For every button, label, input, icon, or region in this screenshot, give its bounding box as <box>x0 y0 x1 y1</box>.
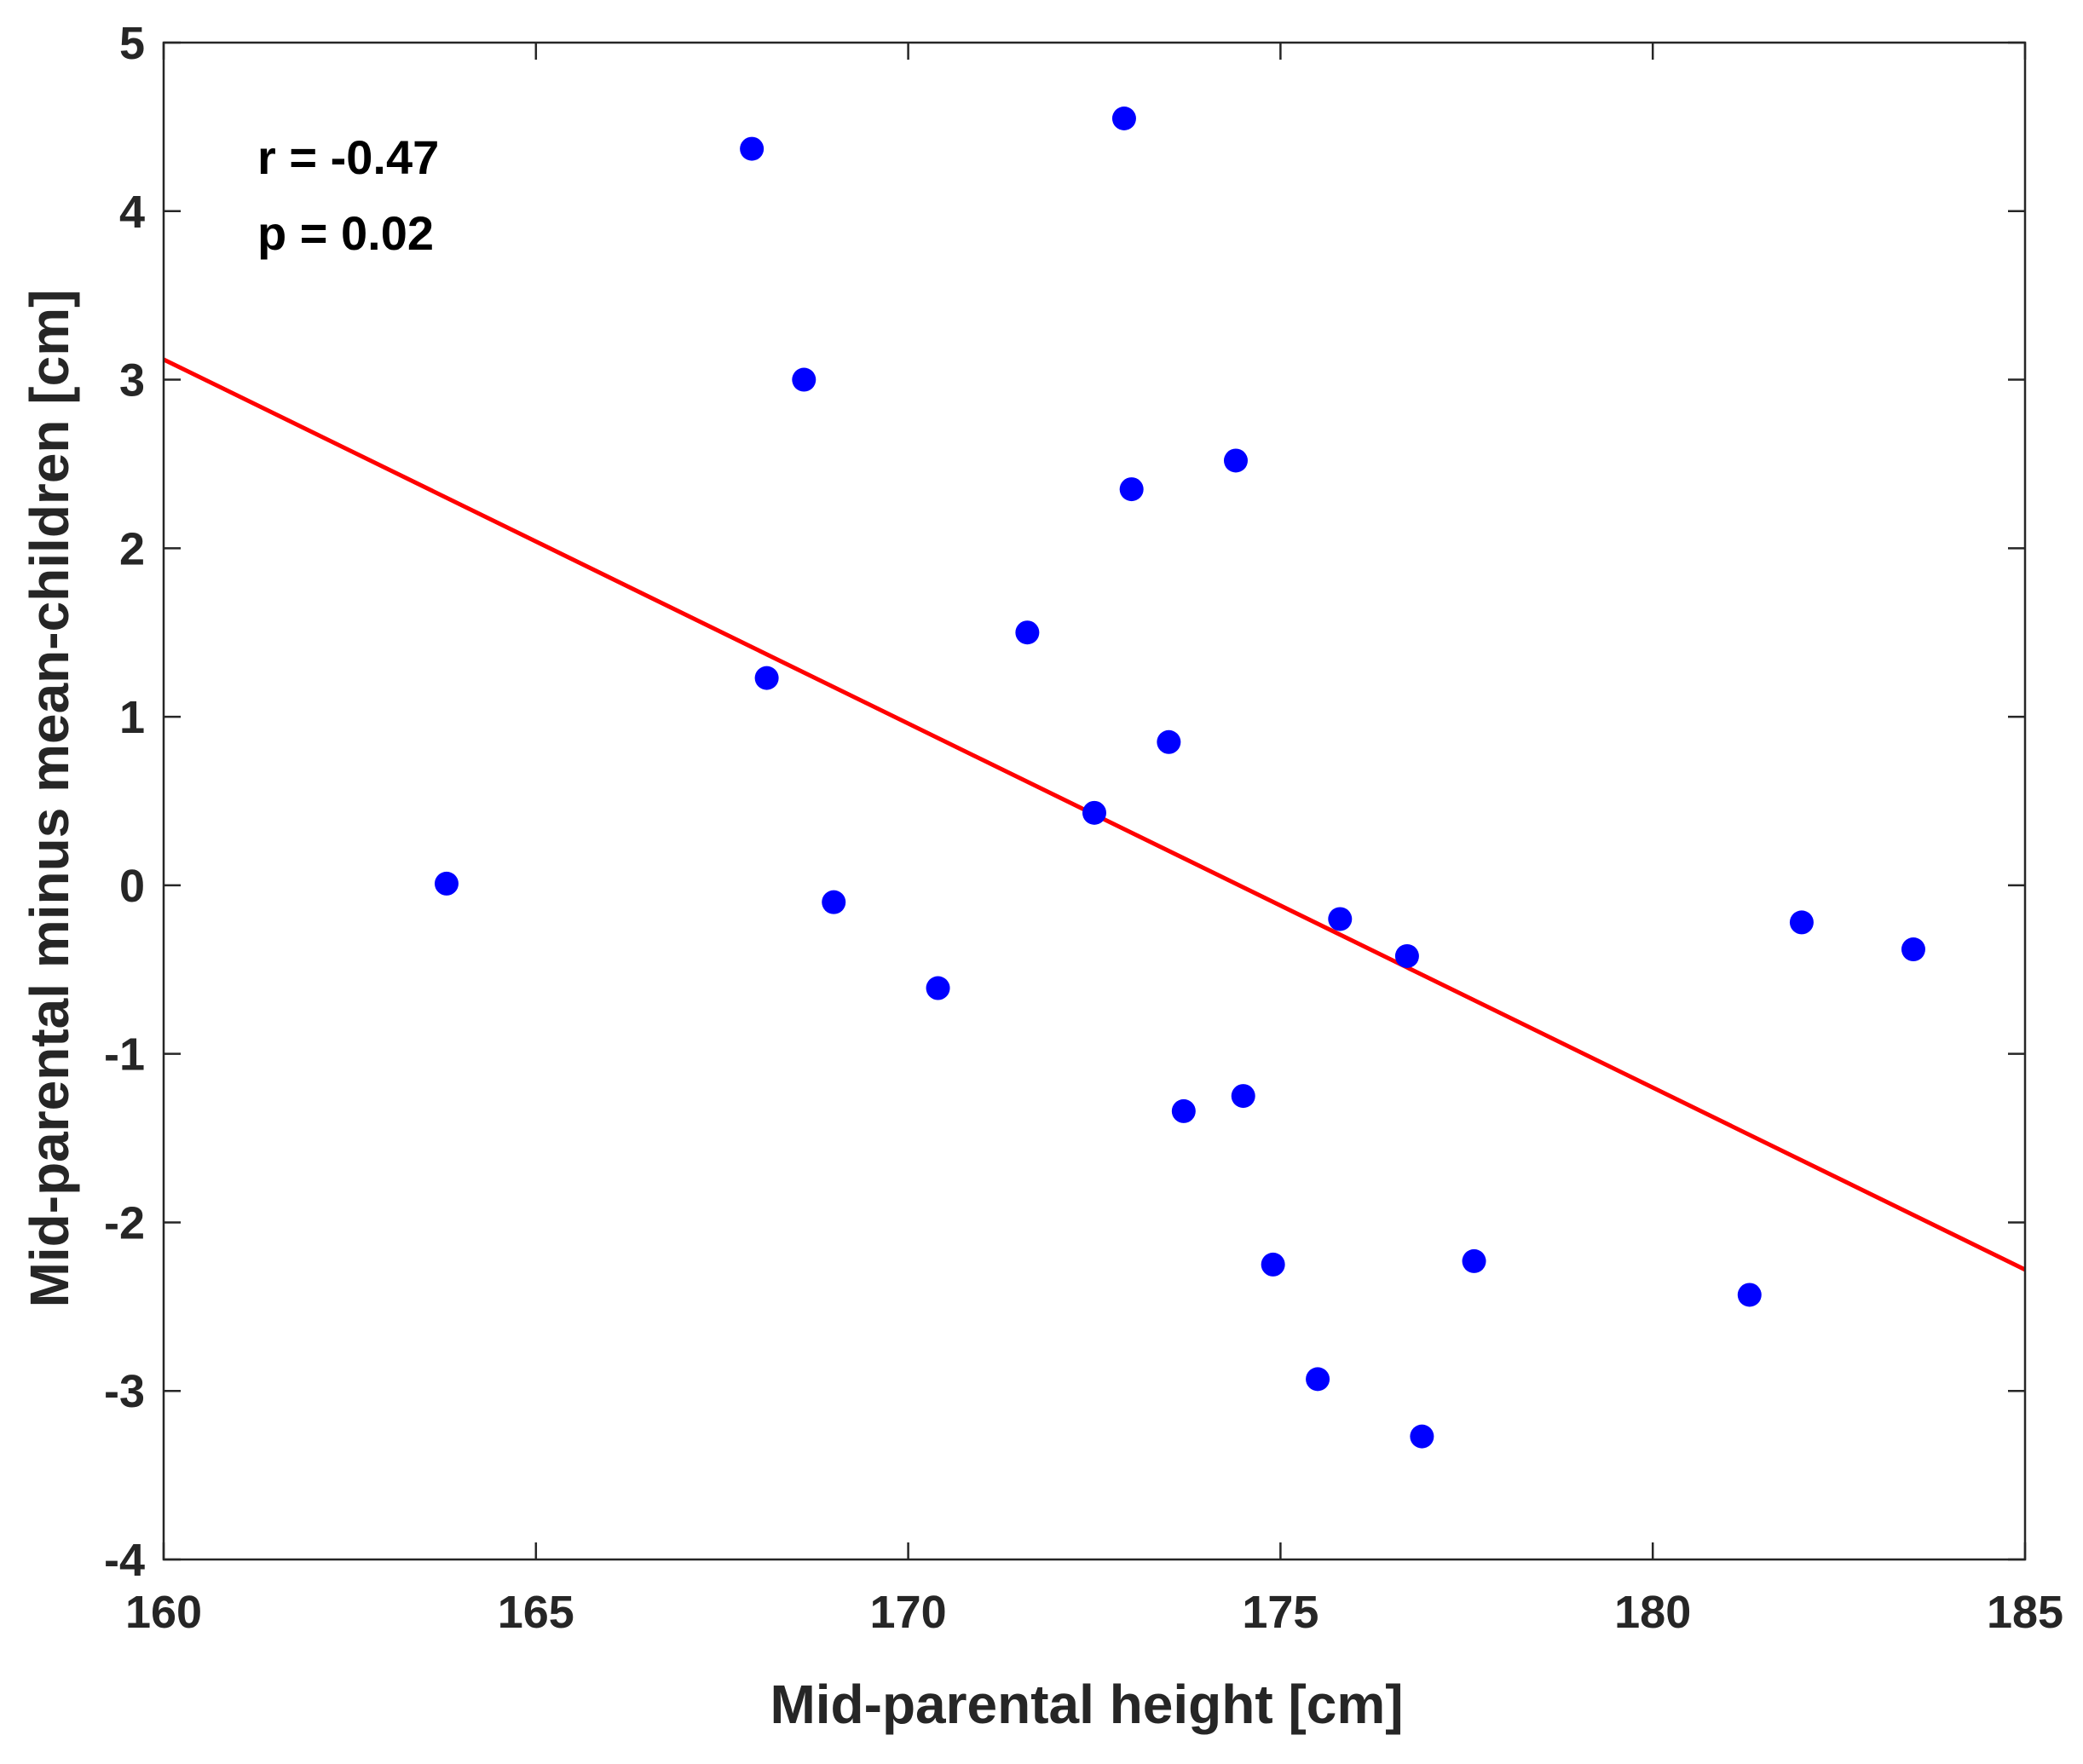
data-point <box>1171 1098 1196 1123</box>
data-point <box>1737 1283 1762 1307</box>
y-tick-label: 3 <box>119 355 145 406</box>
data-point <box>1394 943 1419 968</box>
data-point <box>1119 477 1144 502</box>
data-point <box>754 666 779 690</box>
data-point <box>1223 448 1248 473</box>
p-value-annotation: p = 0.02 <box>257 206 434 260</box>
points-layer <box>434 107 1925 1449</box>
data-point <box>1410 1424 1434 1449</box>
data-point <box>1157 729 1181 754</box>
ticks-layer: 160 165 170 175 180 185 -4 -3 -2 -1 0 1 2 3 4 5 <box>104 18 2063 1638</box>
data-point <box>1462 1248 1486 1273</box>
y-tick-label: 5 <box>119 18 145 69</box>
y-tick-label: -2 <box>104 1197 145 1248</box>
plot-area-frame <box>162 41 2027 1561</box>
data-point <box>822 890 846 914</box>
data-point <box>434 871 459 896</box>
x-tick-label: 175 <box>1242 1587 1318 1638</box>
y-tick-label: -4 <box>104 1535 145 1586</box>
data-point <box>1015 620 1040 645</box>
data-point <box>926 976 950 1000</box>
y-tick-label: 0 <box>119 861 145 912</box>
y-tick-label: 4 <box>119 187 145 238</box>
data-point <box>1328 907 1353 931</box>
y-axis-label: Mid-parental minus mean-children [cm] <box>19 290 80 1308</box>
data-point <box>1789 910 1814 935</box>
data-point <box>740 136 765 161</box>
data-point <box>1082 800 1106 825</box>
y-tick-label: 1 <box>119 692 145 743</box>
x-tick-label: 160 <box>125 1587 202 1638</box>
y-tick-label: -3 <box>104 1366 145 1417</box>
data-point <box>1231 1084 1255 1109</box>
data-point <box>1901 937 1925 962</box>
data-point <box>1111 107 1136 130</box>
data-point <box>792 367 816 392</box>
x-tick-label: 170 <box>870 1587 947 1638</box>
x-axis-label: Mid-parental height [cm] <box>770 1674 1403 1735</box>
x-tick-label: 180 <box>1614 1587 1691 1638</box>
data-point <box>1306 1367 1330 1392</box>
data-point <box>1261 1252 1285 1277</box>
x-tick-label: 185 <box>1987 1587 2063 1638</box>
x-tick-label: 165 <box>498 1587 574 1638</box>
correlation-annotation: r = -0.47 <box>257 130 439 184</box>
y-tick-label: 2 <box>119 523 145 574</box>
y-tick-label: -1 <box>104 1029 145 1081</box>
